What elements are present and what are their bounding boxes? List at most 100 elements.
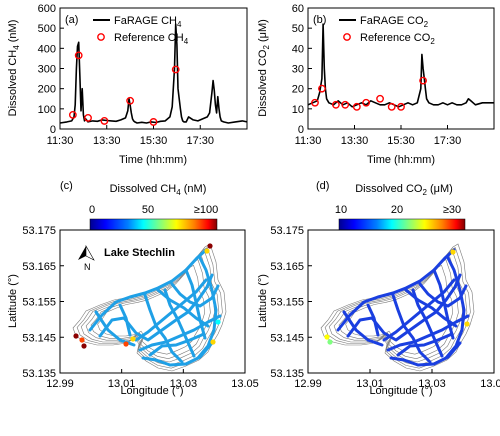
- panel-b-co2-timeseries: 0 10 20 30 40 50 60 11:30 13:30 15:30 17:30 (b) F…: [257, 3, 495, 166]
- concentration-hotspot: [79, 337, 85, 343]
- x-tick-label: 12.99: [294, 378, 322, 390]
- bathymetry-contour: [72, 243, 227, 372]
- bathymetry-contour: [320, 243, 475, 372]
- panel-label: (a): [65, 14, 78, 26]
- survey-track: [141, 341, 214, 367]
- colorbar-title: Dissolved CO2 (μM): [355, 183, 453, 197]
- survey-track: [170, 282, 220, 308]
- survey-track: [391, 293, 432, 364]
- reference-point: [341, 100, 350, 109]
- reference-point: [331, 100, 340, 109]
- reference-point: [74, 51, 83, 60]
- reference-point: [171, 65, 180, 74]
- survey-track: [88, 248, 208, 332]
- x-tick-label: 17:30: [434, 135, 462, 147]
- bathymetry-contour: [97, 264, 206, 355]
- survey-track: [143, 293, 184, 364]
- survey-track: [366, 303, 380, 337]
- reference-point: [100, 117, 109, 125]
- map-ticks: 12.99 13.01 13.03 13.05 53.175 53.165 53.155 53…: [270, 225, 500, 390]
- series-line-farage: [307, 23, 494, 108]
- y-axis-label: Dissolved CO2 (μM): [257, 19, 271, 117]
- y-tick-label: 30: [292, 64, 304, 76]
- survey-track: [342, 310, 384, 347]
- concentration-hotspot: [215, 319, 221, 325]
- y-tick-label: 53.145: [22, 332, 56, 344]
- x-axis-label: Longitude (°): [369, 385, 432, 397]
- x-axis-label: Time (hh:mm): [367, 154, 435, 166]
- reference-point: [311, 98, 319, 107]
- y-tick-label: 53.165: [22, 261, 56, 273]
- survey-track: [138, 314, 222, 352]
- legend: FaRAGE CO2 Reference CO2: [339, 15, 435, 46]
- y-axis-label: Dissolved CH4 (nM): [7, 20, 21, 117]
- legend-label-reference-co2: Reference CO2: [360, 32, 435, 46]
- y-tick-label: 53.155: [270, 297, 304, 309]
- reference-point: [149, 118, 158, 126]
- reference-point: [84, 114, 92, 122]
- survey-track: [118, 303, 132, 337]
- y-axis-label: Latitude (°): [257, 274, 269, 328]
- survey-track: [389, 341, 462, 367]
- x-tick-label: 12.99: [46, 378, 74, 390]
- x-axis-label: Time (hh:mm): [119, 154, 187, 166]
- reference-point: [419, 76, 427, 85]
- map-ticks: 12.99 13.01 13.03 13.05 53.175 53.165 53.155 53…: [22, 225, 258, 390]
- panel-label: (c): [60, 180, 73, 192]
- panel-d-co2-map: (d) Dissolved CO2 (μM) 10 20 ≥30 12.99 13…: [257, 180, 500, 397]
- north-label: N: [84, 262, 91, 272]
- reference-point: [126, 96, 135, 105]
- y-tick-label: 53.175: [270, 225, 304, 237]
- concentration-hotspot: [130, 336, 136, 342]
- colorbar-title: Dissolved CH4 (nM): [110, 183, 207, 197]
- y-axis-ticks: 0 10 20 30 40 50 60: [292, 3, 312, 136]
- panel-label: (b): [313, 14, 326, 26]
- y-tick-label: 600: [38, 3, 56, 15]
- legend-label-reference-ch4: Reference CH4: [114, 32, 189, 46]
- y-axis-label: Latitude (°): [7, 274, 19, 328]
- y-tick-label: 53.155: [22, 297, 56, 309]
- x-tick-label: 15:30: [387, 135, 415, 147]
- y-tick-label: 500: [38, 23, 56, 35]
- y-tick-label: 50: [292, 23, 304, 35]
- plot-traces: [59, 23, 248, 126]
- x-tick-label: 17:30: [186, 135, 214, 147]
- survey-track: [382, 278, 456, 342]
- bathymetry-contour: [80, 250, 220, 366]
- y-tick-label: 60: [292, 3, 304, 15]
- panel-label: (d): [316, 180, 329, 192]
- survey-track: [134, 278, 208, 342]
- colorbar-tick-0: 0: [89, 204, 95, 216]
- colorbar: [89, 218, 218, 231]
- colorbar-tick-1: 50: [142, 204, 154, 216]
- bathymetry-contour: [345, 264, 454, 355]
- survey-track: [418, 282, 468, 308]
- survey-track: [98, 273, 214, 342]
- bathymetry-contour: [328, 250, 468, 366]
- reference-point: [376, 94, 384, 103]
- legend-marker-swatch: [97, 33, 105, 41]
- colorbar-tick-2: ≥30: [443, 204, 461, 216]
- concentration-hotspot: [73, 333, 79, 339]
- plot-traces: [307, 23, 494, 111]
- x-tick-label: 13.03: [170, 378, 198, 390]
- y-tick-label: 53.135: [270, 368, 304, 380]
- bathymetry-contour: [76, 247, 223, 369]
- lake-label: Lake Stechlin: [104, 247, 175, 259]
- colorbar-tick-0: 10: [335, 204, 347, 216]
- lake-map: [320, 243, 475, 372]
- bathymetry-contour: [324, 247, 471, 369]
- y-tick-label: 53.175: [22, 225, 56, 237]
- y-tick-label: 10: [292, 104, 304, 116]
- concentration-hotspot: [123, 341, 129, 347]
- x-tick-label: 13.05: [480, 378, 500, 390]
- series-line-farage: [59, 23, 248, 124]
- survey-track: [386, 314, 470, 352]
- lake-map: [72, 243, 227, 372]
- y-axis-ticks: 0 100 200 300 400 500 600: [38, 3, 64, 136]
- x-tick-label: 13.01: [356, 378, 384, 390]
- x-tick-label: 11:30: [47, 135, 74, 147]
- y-tick-label: 53.135: [22, 368, 56, 380]
- legend-label-farage-co2: FaRAGE CO2: [360, 15, 429, 29]
